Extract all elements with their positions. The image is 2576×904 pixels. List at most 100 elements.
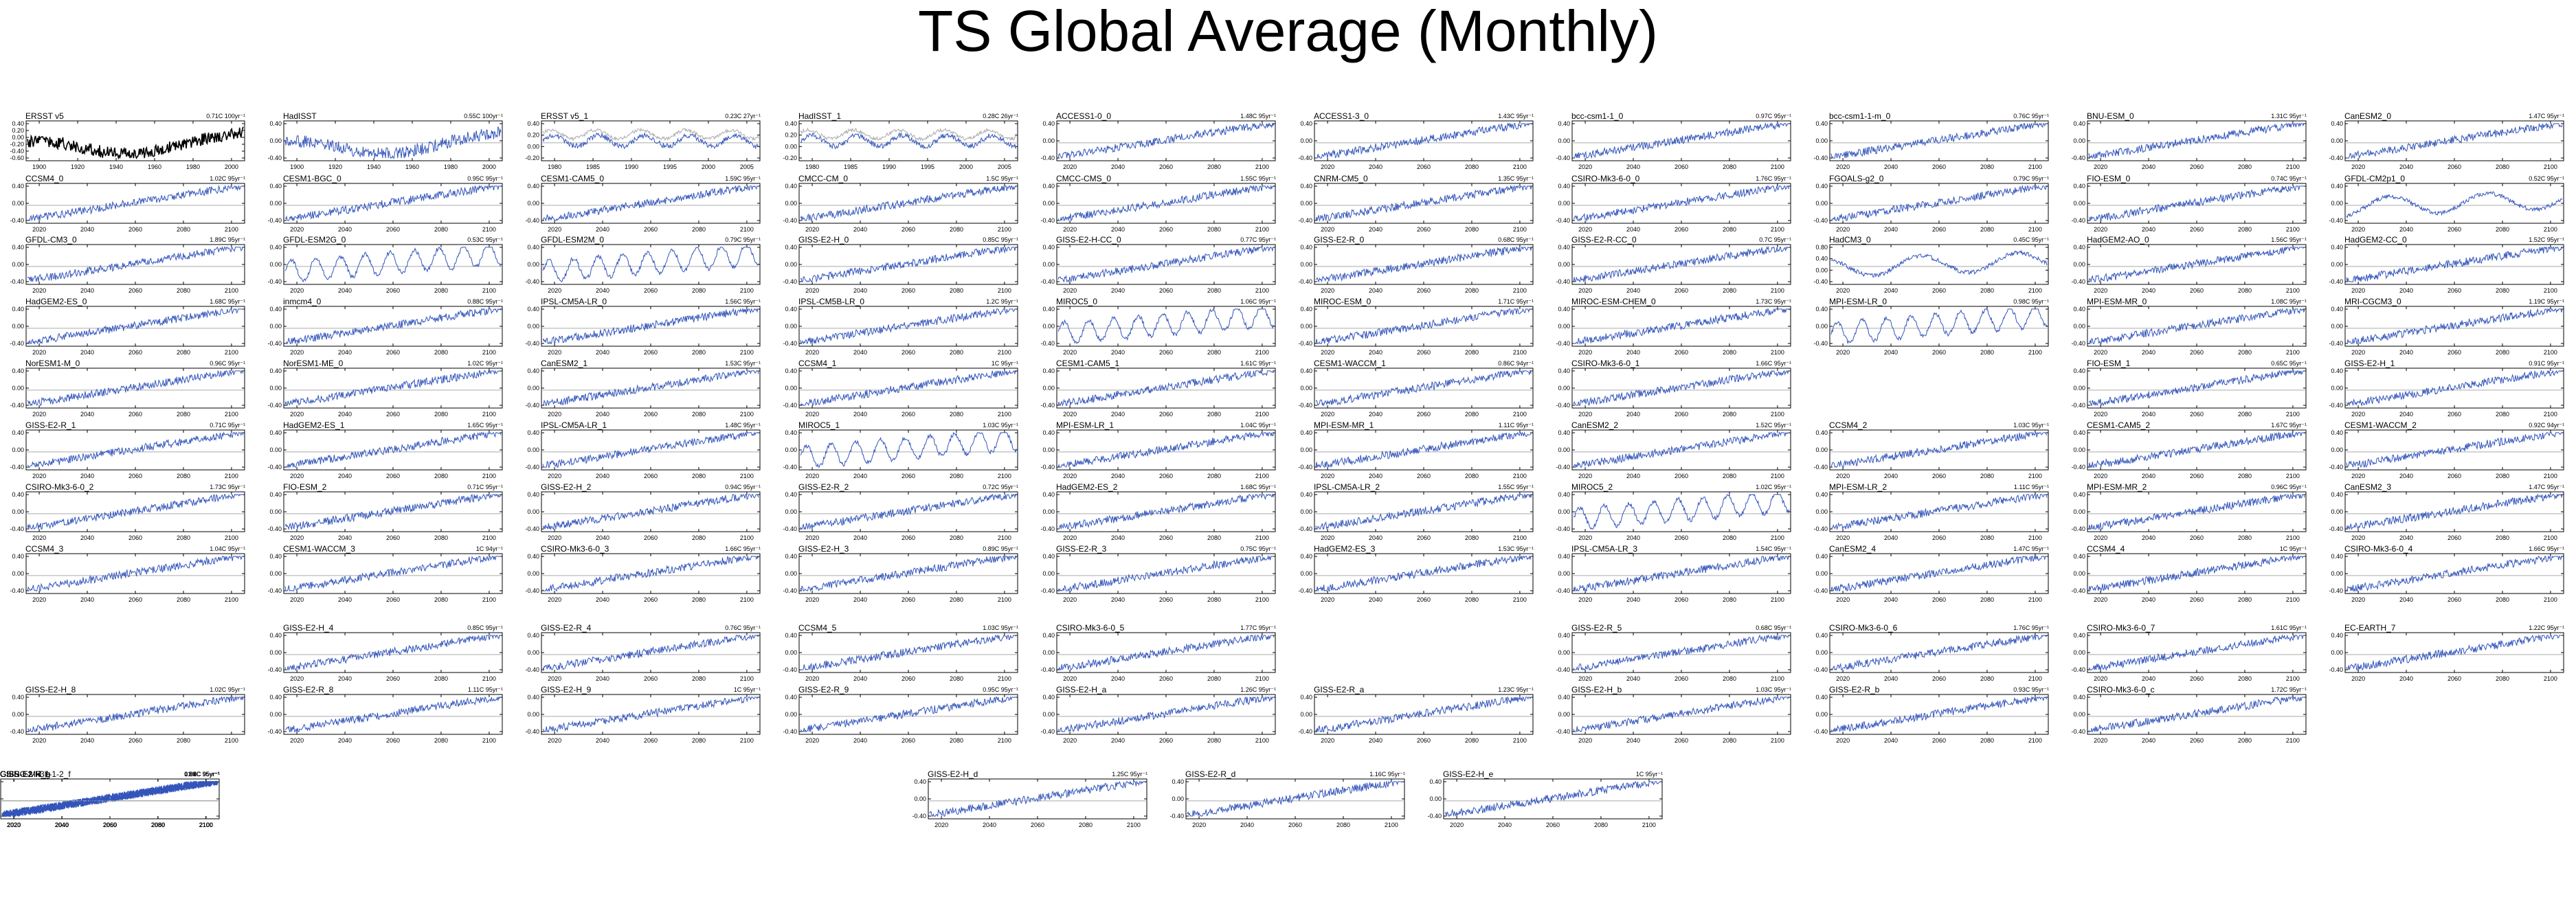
series-line [1057, 555, 1274, 592]
panel-trend-label: 1.76C 95yr⁻¹ [1756, 175, 1791, 182]
y-tick-label: 0.40 [527, 244, 539, 251]
series-line [929, 780, 1146, 817]
y-tick-label: -0.40 [2329, 464, 2343, 471]
y-tick-label: -0.40 [1169, 813, 1184, 820]
series-line [2346, 246, 2563, 282]
page-title: TS Global Average (Monthly) [918, 0, 1658, 63]
x-tick-label: 1960 [148, 163, 161, 170]
y-tick-label: 0.00 [1042, 447, 1055, 453]
series-line [1573, 493, 1790, 530]
x-tick-label: 2020 [2094, 596, 2107, 603]
x-tick-label: 2080 [692, 596, 706, 603]
panel-plot: 0.40 0.00 -0.40 2020 2040 2060 2080 2100 [1040, 491, 1276, 541]
x-tick-label: 2020 [2094, 349, 2107, 356]
x-tick-label: 2020 [2094, 226, 2107, 233]
panel-title: EC-EARTH_7 [2344, 623, 2396, 633]
chart-panel: GISS-E2-R_i0.85C 95yr⁻¹0.400.00-0.402020… [0, 769, 220, 831]
panel-trend-label: 1.53C 95yr⁻¹ [725, 360, 761, 367]
y-tick-label: 0.40 [527, 120, 539, 127]
y-tick-label: 0.00 [1558, 447, 1570, 453]
x-tick-label: 2020 [2351, 226, 2365, 233]
chart-panel: GISS-E2-R_1 0.71C 95yr⁻¹ 0.40 0.00 -0.40 2020… [10, 420, 245, 482]
panel-title: GISS-E2-H_f [0, 769, 49, 779]
x-tick-label: 1920 [328, 163, 342, 170]
chart-panel: CSIRO-Mk3-6-0_0 1.76C 95yr⁻¹ 0.40 0.00 -0.40… [1556, 174, 1791, 236]
chart-panel: CESM1-CAM5_0 1.59C 95yr⁻¹ 0.40 0.00 -0.40 202… [525, 174, 761, 236]
panel-plot: 0.40 0.00 -0.40 2020 2040 2060 2080 2100 [10, 694, 245, 744]
chart-panel: ERSST v5 0.71C 100yr⁻¹ 0.40 0.20 0.00 -0.20 -0… [10, 111, 245, 173]
x-tick-label: 2080 [2496, 675, 2509, 682]
panel-title: GISS-E2-R_8 [283, 685, 334, 694]
y-tick-label: 0.80 [1815, 244, 1828, 251]
series-line [1830, 634, 2048, 671]
x-tick-label: 2040 [2142, 411, 2155, 418]
y-tick-label: 0.00 [1300, 137, 1312, 144]
chart-panel: GISS-E2-H_4 0.85C 95yr⁻¹ 0.40 0.00 -0.40 2020… [267, 623, 503, 685]
series-line [2346, 432, 2562, 468]
chart-panel: CSIRO-Mk3-6-0_4 1.66C 95yr⁻¹ 0.40 0.00 -0.40… [2329, 544, 2564, 606]
panel-trend-label: 0.76C 95yr⁻¹ [725, 624, 761, 631]
panel-plot: 0.40 0.00 -0.40 2020 2040 2060 2080 2100 [1813, 632, 2049, 682]
chart-panel: CanESM2_3 1.47C 95yr⁻¹ 0.40 0.00 -0.40 2020 20… [2329, 482, 2564, 544]
x-tick-label: 2080 [1207, 287, 1221, 294]
x-tick-label: 2020 [2351, 349, 2365, 356]
x-tick-label: 2040 [2142, 675, 2155, 682]
y-tick-label: 0.40 [2331, 183, 2343, 190]
panel-plot: 0.40 0.00 -0.40 2020 2040 2060 2080 2100 [1298, 306, 1534, 356]
series-line [1315, 369, 1532, 407]
y-tick-label: 0.40 [785, 183, 797, 190]
panel-title: HadGEM2-CC_0 [2344, 235, 2407, 245]
panel-trend-label: 1.61C 95yr⁻¹ [1240, 360, 1276, 367]
x-tick-label: 2060 [128, 226, 142, 233]
y-tick-label: -0.40 [783, 217, 797, 224]
series-line [2088, 634, 2305, 672]
chart-panel: MRI-CGCM3_0 1.19C 95yr⁻¹ 0.40 0.00 -0.40 2020… [2329, 297, 2564, 359]
chart-panel: MPI-ESM-MR_1 1.11C 95yr⁻¹ 0.40 0.00 -0.40 202… [1298, 420, 1534, 482]
x-tick-label: 2020 [32, 737, 46, 744]
y-tick-label: -0.40 [2329, 155, 2343, 161]
chart-panel: IPSL-CM5A-LR_1 1.48C 95yr⁻¹ 0.40 0.00 -0.40 2… [525, 420, 761, 482]
x-tick-label: 2080 [1980, 163, 1994, 170]
x-tick-label: 2080 [2238, 473, 2252, 479]
series-line [284, 126, 502, 159]
panel-plot: 0.40 0.00 -0.40 2020 2040 2060 2080 2100 [2329, 429, 2564, 479]
panel-trend-label: 1.43C 95yr⁻¹ [1498, 113, 1534, 120]
panel-title: GISS-E2-H_g [0, 769, 51, 779]
panel-plot: 0.40 0.00 -0.40 2020 2040 2060 2080 2100 [2329, 491, 2564, 541]
x-tick-label: 2080 [151, 822, 165, 828]
x-tick-label: 2100 [2544, 411, 2557, 418]
y-tick-label: 0.40 [527, 491, 539, 498]
x-tick-label: 2040 [1240, 822, 1254, 828]
y-tick-label: 0.00 [2073, 711, 2085, 718]
x-tick-label: 2020 [1321, 473, 1334, 479]
plot-frame [25, 694, 245, 735]
x-tick-label: 2005 [998, 163, 1011, 170]
y-tick-label: 0.00 [1815, 649, 1828, 656]
chart-panel: CSIRO-Mk3-6-0_c 1.72C 95yr⁻¹ 0.40 0.00 -0.40… [2071, 685, 2307, 747]
y-tick-label: 0.40 [1558, 553, 1570, 560]
y-tick-label: 0.00 [527, 200, 539, 207]
y-tick-label: 0.40 [1558, 694, 1570, 701]
y-tick-label: 0.40 [527, 183, 539, 190]
chart-panel: HadGEM2-ES_1 1.65C 95yr⁻¹ 0.40 0.00 -0.40 202… [267, 420, 503, 482]
chart-panel: GISS-E2-R_2 0.72C 95yr⁻¹ 0.40 0.00 -0.40 2020… [783, 482, 1018, 544]
x-tick-label: 2020 [2094, 473, 2107, 479]
y-tick-label: 0.00 [1815, 711, 1828, 718]
panel-title: MIROC5_2 [1571, 482, 1613, 492]
series-line [1, 780, 219, 817]
y-tick-label: 0.40 [2073, 183, 2085, 190]
x-tick-label: 2040 [1111, 534, 1125, 541]
panel-title: bcc-csm1-1_0 [1571, 111, 1624, 121]
y-tick-label: 0.40 [527, 632, 539, 639]
x-tick-label: 2040 [1626, 737, 1640, 744]
chart-panel: CCSM4_3 1.04C 95yr⁻¹ 0.40 0.00 -0.40 2020 2040… [10, 544, 245, 606]
panel-title: CESM1-CAM5_1 [1056, 359, 1120, 368]
x-tick-label: 2020 [548, 411, 561, 418]
y-tick-label: 0.40 [269, 553, 282, 560]
x-tick-label: 2020 [2094, 675, 2107, 682]
y-tick-label: 0.40 [1042, 120, 1055, 127]
x-tick-label: 2060 [1288, 822, 1302, 828]
x-tick-label: 2060 [901, 534, 915, 541]
x-tick-label: 2000 [482, 163, 496, 170]
x-tick-label: 2040 [1111, 473, 1125, 479]
